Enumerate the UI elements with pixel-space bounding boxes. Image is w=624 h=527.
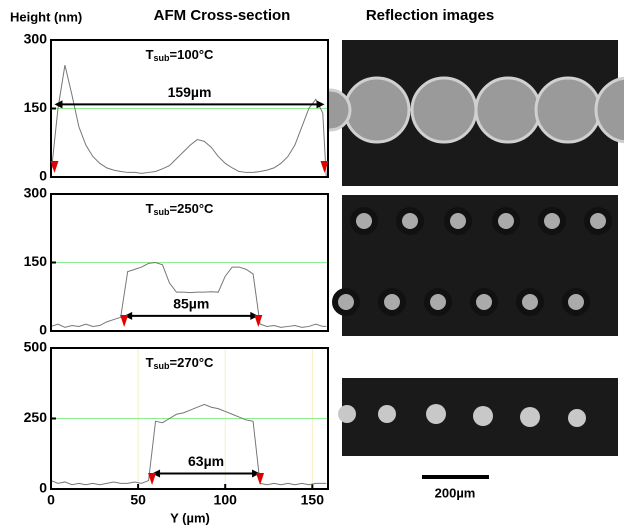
sample-label-part: =100°C [170,47,214,62]
y-tick-label: 0 [39,322,47,338]
edge-marker [120,315,129,327]
y-tick-label: 300 [24,31,48,47]
sample-label: Tsub=270°C [146,355,214,371]
measure-label: 63µm [188,453,224,469]
profile-line [50,65,327,178]
y-tick-label: 300 [24,185,48,201]
y-axis-label: Height (nm) [10,9,82,24]
sample-label-part: =270°C [170,355,214,370]
sample-label-part: T [146,47,154,62]
profile-line [50,261,327,328]
reflection-image [338,378,618,456]
sample-label-part: =250°C [170,201,214,216]
sample-label-part: T [146,355,154,370]
edge-marker [148,473,157,485]
y-tick-label: 250 [24,409,48,425]
edge-marker [254,315,263,327]
sample-label: Tsub=250°C [146,201,214,217]
sample-label-part: sub [154,361,171,371]
figure-title: AFM Cross-section [154,7,291,24]
scale-bar-label: 200µm [435,485,476,500]
measure-label: 85µm [173,296,209,312]
y-tick-label: 500 [24,339,48,355]
plot-frame [50,347,329,490]
y-tick-label: 150 [24,253,48,269]
y-tick-label: 0 [39,480,47,496]
reflection-image [308,40,624,186]
sample-label-part: sub [154,207,171,217]
reflection-image [332,195,618,336]
x-tick-label: 150 [301,492,325,508]
sample-label-part: sub [154,53,171,63]
edge-marker [320,161,329,173]
x-tick-label: 50 [130,492,146,508]
sample-label: Tsub=100°C [146,47,214,63]
plot-frame [50,39,329,178]
x-axis-label: Y (µm) [170,510,210,525]
x-tick-label: 100 [214,492,238,508]
profile-line [50,403,327,486]
x-tick-label: 0 [47,492,55,508]
images-title: Reflection images [366,7,494,24]
edge-marker [50,161,59,173]
y-tick-label: 0 [39,168,47,184]
sample-label-part: T [146,201,154,216]
plot-frame [50,193,329,332]
y-tick-label: 150 [24,99,48,115]
edge-marker [256,473,265,485]
measure-label: 159µm [168,84,212,100]
